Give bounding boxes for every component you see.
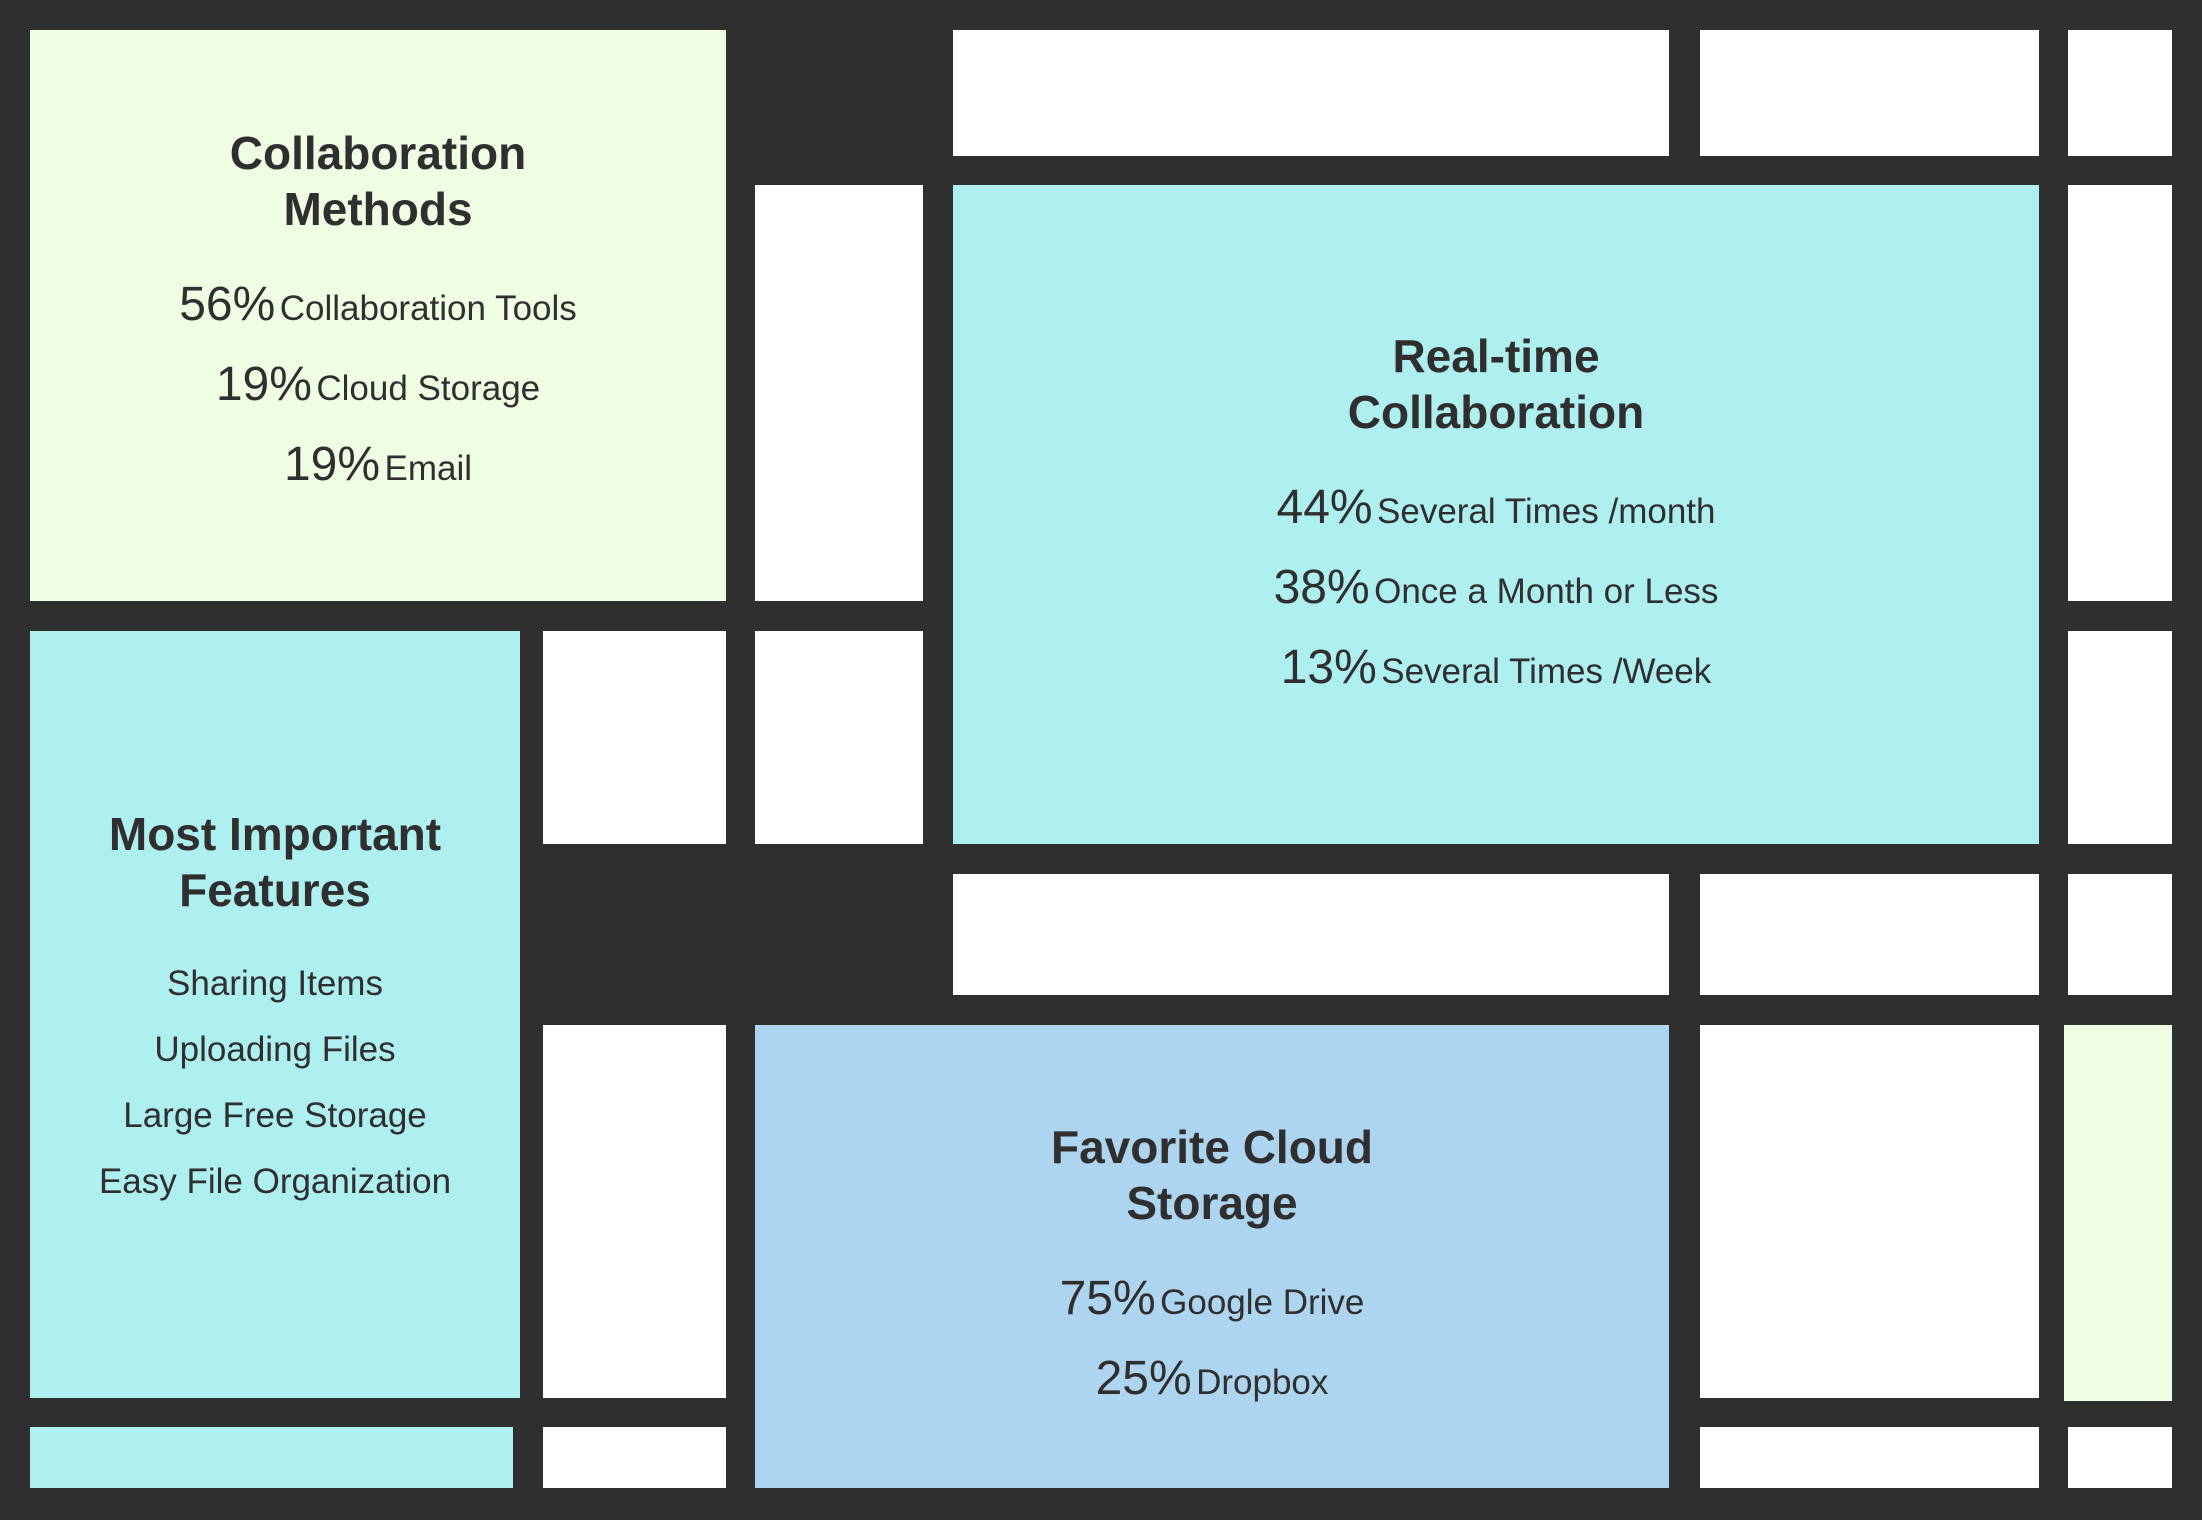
white-tile [543, 631, 726, 844]
white-tile [2068, 631, 2172, 844]
white-tile [2068, 30, 2172, 156]
lime-accent-tile [2064, 1025, 2172, 1401]
realtime-collaboration-card: Real-time Collaboration 44% Several Time… [953, 185, 2039, 844]
realtime-collaboration-title: Real-time Collaboration [953, 328, 2039, 440]
stat-row: 56% Collaboration Tools [30, 265, 726, 345]
white-tile [755, 631, 923, 844]
feature-item: Large Free Storage [123, 1096, 427, 1135]
feature-item: Sharing Items [167, 964, 383, 1003]
stat-label: Email [384, 449, 473, 488]
stat-label: Collaboration Tools [279, 289, 577, 328]
collaboration-methods-title: Collaboration Methods [30, 125, 726, 237]
stat-label: Cloud Storage [316, 369, 541, 408]
collaboration-methods-card: Collaboration Methods 56% Collaboration … [30, 30, 726, 601]
white-tile [543, 1427, 726, 1488]
realtime-collaboration-title-text: Real-time Collaboration [1347, 330, 1645, 438]
favorite-cloud-storage-title-text: Favorite Cloud Storage [1050, 1121, 1374, 1229]
stat-percent: 13% [1280, 641, 1377, 694]
most-important-features-title-text: Most Important Features [108, 808, 442, 916]
stat-label: Several Times /Week [1381, 652, 1712, 691]
stat-row: 13% Several Times /Week [953, 628, 2039, 708]
stat-row: 19% Email [30, 425, 726, 505]
stat-label: Several Times /month [1377, 492, 1716, 531]
feature-item: Easy File Organization [98, 1162, 452, 1201]
white-tile [2068, 185, 2172, 601]
stat-percent: 19% [215, 358, 312, 411]
stat-label: Google Drive [1160, 1283, 1365, 1322]
stat-row: 25% Dropbox [755, 1339, 1669, 1419]
white-tile [1700, 1427, 2039, 1488]
stat-percent: 38% [1273, 561, 1370, 614]
feature-item: Uploading Files [154, 1030, 396, 1069]
white-tile [755, 185, 923, 601]
stat-row: 44% Several Times /month [953, 468, 2039, 548]
most-important-features-title: Most Important Features [30, 806, 520, 918]
stat-percent: 56% [179, 278, 276, 331]
favorite-cloud-storage-card: Favorite Cloud Storage 75% Google Drive … [755, 1025, 1669, 1488]
white-tile [543, 1025, 726, 1398]
stat-label: Once a Month or Less [1374, 572, 1719, 611]
white-tile [2068, 1427, 2172, 1488]
white-tile [953, 874, 1669, 995]
stat-percent: 19% [283, 438, 381, 491]
stat-percent: 25% [1095, 1352, 1192, 1405]
stat-row: 19% Cloud Storage [30, 345, 726, 425]
collaboration-methods-title-text: Collaboration Methods [229, 127, 527, 235]
white-tile [2068, 874, 2172, 995]
stat-percent: 75% [1059, 1272, 1156, 1325]
white-tile [1700, 30, 2039, 156]
stat-row: 75% Google Drive [755, 1259, 1669, 1339]
favorite-cloud-storage-title: Favorite Cloud Storage [755, 1119, 1669, 1231]
cyan-accent-tile [30, 1427, 513, 1488]
stat-row: 38% Once a Month or Less [953, 548, 2039, 628]
white-tile [1700, 874, 2039, 995]
white-tile [1700, 1025, 2039, 1398]
white-tile [953, 30, 1669, 156]
stat-percent: 44% [1276, 481, 1373, 534]
stat-label: Dropbox [1196, 1363, 1329, 1402]
most-important-features-card: Most Important Features Sharing Items Up… [30, 631, 520, 1398]
